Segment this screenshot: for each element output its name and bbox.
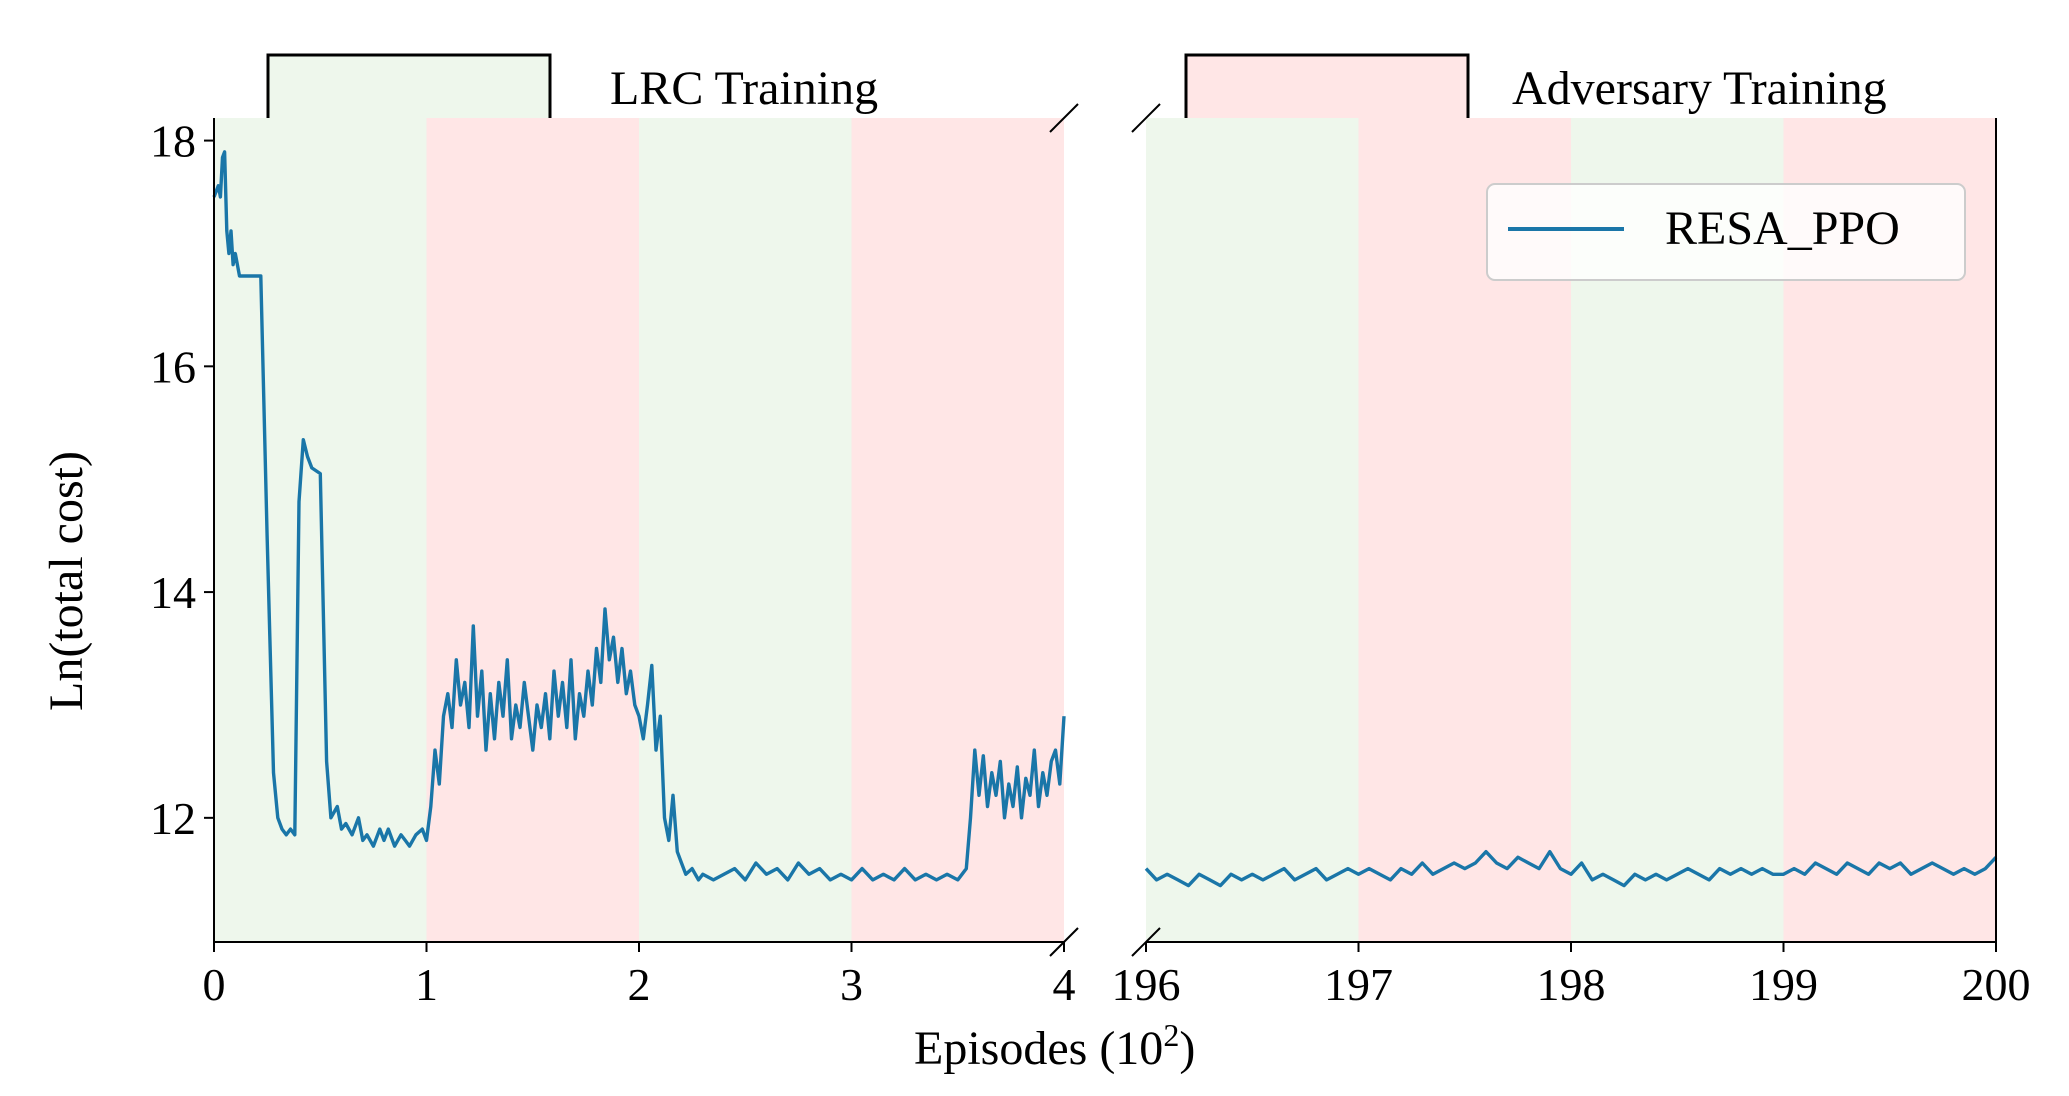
x-axis-label-main: Episodes (10 — [914, 1022, 1163, 1075]
legend-label-adversary: Adversary Training — [1512, 62, 1887, 115]
x-axis-label-exponent: 2 — [1163, 1017, 1179, 1053]
x-tick-label: 0 — [203, 959, 226, 1010]
x-tick-label: 197 — [1324, 959, 1393, 1010]
x-tick-label: 1 — [415, 959, 438, 1010]
series-legend-box — [1486, 183, 1966, 281]
y-axis-label: Ln(total cost) — [40, 451, 93, 711]
x-tick-label: 200 — [1962, 959, 2031, 1010]
phase-band — [1146, 118, 1359, 942]
series-line-left — [212, 150, 1066, 882]
y-tick-label: 16 — [150, 341, 196, 392]
x-tick-label: 199 — [1749, 959, 1818, 1010]
x-tick-label: 4 — [1053, 959, 1076, 1010]
axis-break-mark — [1131, 927, 1161, 957]
series-legend: RESA_PPO — [1486, 183, 1966, 281]
x-tick-label: 196 — [1112, 959, 1181, 1010]
x-axis-label-tail: ) — [1179, 1022, 1195, 1075]
axis-break-mark — [1131, 103, 1161, 133]
axis-break-mark — [1049, 103, 1079, 133]
x-axis-label: Episodes (102) — [914, 1017, 1195, 1075]
phase-band — [426, 118, 639, 942]
y-tick-label: 12 — [150, 793, 196, 844]
legend-label-lrc: LRC Training — [610, 62, 878, 115]
x-tick-label: 198 — [1537, 959, 1606, 1010]
x-tick-label: 2 — [628, 959, 651, 1010]
y-tick-label: 18 — [150, 116, 196, 167]
series-line-right — [1144, 850, 1998, 888]
phase-band — [851, 118, 1064, 942]
series-legend-label: RESA_PPO — [1665, 202, 1900, 255]
axis-break-mark — [1049, 927, 1079, 957]
y-tick-label: 14 — [150, 567, 196, 618]
x-tick-label: 3 — [840, 959, 863, 1010]
